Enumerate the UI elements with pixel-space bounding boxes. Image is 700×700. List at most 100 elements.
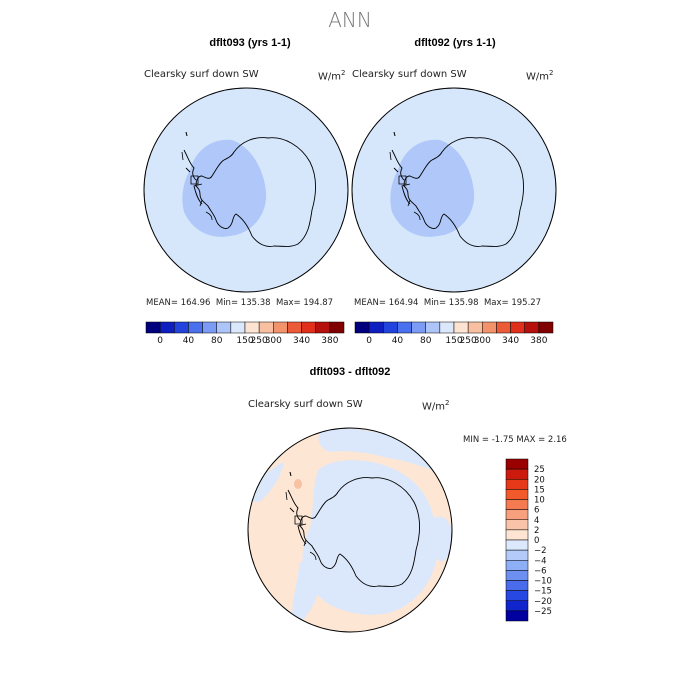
panel-2-colorbar-tick-label: 40 xyxy=(392,336,404,346)
panel-2-colorbar-swatch xyxy=(383,321,398,334)
diff-colorbar-label: −20 xyxy=(534,597,552,607)
diff-colorbar-label: 20 xyxy=(534,475,545,485)
panel-1-colorbar-swatch xyxy=(315,321,331,334)
diff-colorbar-swatch xyxy=(505,539,529,551)
panel-1-map xyxy=(143,87,349,293)
diff-colorbar-swatch xyxy=(505,580,529,591)
diff-colorbar-label: −25 xyxy=(534,607,552,617)
diff-negative-region xyxy=(302,460,438,615)
diff-map xyxy=(247,427,453,633)
panel-1-colorbar-swatch xyxy=(273,321,288,334)
panel-2-colorbar-swatch xyxy=(354,321,370,334)
diff-negative-east xyxy=(429,516,452,562)
diff-colorbar-swatch xyxy=(505,610,529,622)
panel-1-stats: MEAN= 164.96 Min= 135.38 Max= 194.87 xyxy=(146,298,334,308)
panel-2-colorbar-swatch xyxy=(510,321,525,334)
panel-1-colorbar-tick-label: 380 xyxy=(321,336,338,346)
diff-colorbar-label: −10 xyxy=(534,577,552,587)
diff-colorbar-swatch xyxy=(505,468,529,480)
panel-1-colorbar-swatch xyxy=(188,321,203,334)
panel-2-colorbar-swatch xyxy=(411,321,426,334)
panel-2-land-band xyxy=(390,139,475,237)
diff-colorbar-label: −6 xyxy=(534,566,547,576)
panel-2-colorbar-tick-label: 340 xyxy=(502,336,519,346)
panel-1-colorbar-tick-label: 0 xyxy=(157,336,163,346)
diff-colorbar-label: −15 xyxy=(534,587,552,597)
panel-2-map xyxy=(351,87,557,293)
diff-title: dflt093 - dflt092 xyxy=(309,366,391,378)
panel-2-colorbar-tick-label: 380 xyxy=(530,336,547,346)
panel-1-colorbar-swatch xyxy=(202,321,217,334)
panel-2-colorbar-tick-label: 150 xyxy=(445,336,462,346)
panel-2-colorbar-swatch xyxy=(524,321,540,334)
panel-2-colorbar-swatch xyxy=(453,321,469,334)
panel-2-variable: Clearsky surf down SW xyxy=(352,69,467,80)
panel-2-colorbar-swatch xyxy=(467,321,483,334)
diff-colorbar-swatch xyxy=(505,479,529,490)
diff-colorbar-label: −2 xyxy=(534,546,547,556)
diff-variable: Clearsky surf down SW xyxy=(248,399,363,410)
panel-2-colorbar-tick-label: 250 xyxy=(460,336,477,346)
diff-colorbar-label: 25 xyxy=(534,465,545,475)
panel-1-colorbar-swatch xyxy=(159,321,175,334)
panel-1-colorbar-swatch xyxy=(329,321,345,334)
diff-negative-southwest xyxy=(292,561,319,630)
panel-2-colorbar-swatch xyxy=(368,321,384,334)
panel-1-title: dflt093 (yrs 1-1) xyxy=(209,37,291,49)
panel-2-colorbar-swatch xyxy=(397,321,412,334)
diff-colorbar-swatch xyxy=(505,570,529,581)
diff-colorbar-swatch xyxy=(505,458,529,470)
diff-minmax: MIN = -1.75 MAX = 2.16 xyxy=(463,435,567,445)
panel-1-colorbar-swatch xyxy=(301,321,316,334)
diff-colorbar-swatch xyxy=(505,519,529,531)
panel-1-colorbar-swatch xyxy=(145,321,161,334)
panel-1-colorbar-swatch xyxy=(230,321,246,334)
panel-2-colorbar-tick-label: 300 xyxy=(474,336,491,346)
diff-colorbar-swatch xyxy=(505,560,529,571)
panel-1-colorbar-swatch xyxy=(174,321,189,334)
diff-colorbar-swatch xyxy=(505,590,529,601)
diff-colorbar-swatch xyxy=(505,489,529,500)
panel-2-colorbar-tick-label: 80 xyxy=(420,336,432,346)
panel-2-colorbar-swatch xyxy=(439,321,455,334)
panel-2-title: dflt092 (yrs 1-1) xyxy=(414,37,496,49)
panel-2-colorbar-swatch xyxy=(425,321,441,334)
panel-1-colorbar-tick-label: 300 xyxy=(265,336,282,346)
panel-2-colorbar-tick-label: 0 xyxy=(366,336,372,346)
diff-colorbar-label: −4 xyxy=(534,556,547,566)
diff-colorbar-swatch xyxy=(505,529,529,541)
panel-1-units: W/m2 xyxy=(318,69,346,83)
panel-2-colorbar-swatch xyxy=(538,321,554,334)
panel-1-colorbar-tick-label: 340 xyxy=(293,336,310,346)
diff-colorbar-swatch xyxy=(505,549,529,561)
panel-1-colorbar-tick-label: 250 xyxy=(251,336,268,346)
panel-2-units: W/m2 xyxy=(526,69,554,83)
diff-colorbar-label: 6 xyxy=(534,506,539,516)
diff-colorbar-swatch xyxy=(505,499,529,510)
diff-colorbar-label: 10 xyxy=(534,496,545,506)
panel-2-stats: MEAN= 164.94 Min= 135.98 Max= 195.27 xyxy=(354,298,542,308)
diff-colorbar-label: 15 xyxy=(534,485,545,495)
diff-colorbar-label: 4 xyxy=(534,516,539,526)
diff-colorbar-swatch xyxy=(505,509,529,520)
panel-1-colorbar-tick-label: 150 xyxy=(236,336,253,346)
diff-positive-anomaly xyxy=(294,479,302,489)
panel-1-colorbar-swatch xyxy=(287,321,302,334)
main-title: ANN xyxy=(328,8,372,32)
diff-colorbar-label: 0 xyxy=(534,536,539,546)
diff-negative-west xyxy=(248,462,284,502)
panel-1-colorbar-swatch xyxy=(258,321,274,334)
panel-2-colorbar-swatch xyxy=(496,321,511,334)
panel-1-colorbar-swatch xyxy=(216,321,232,334)
panel-1-variable: Clearsky surf down SW xyxy=(144,69,259,80)
panel-1-land-band xyxy=(182,139,267,237)
panel-2-colorbar-swatch xyxy=(482,321,497,334)
panel-1-colorbar-tick-label: 80 xyxy=(211,336,223,346)
panel-1-colorbar-swatch xyxy=(244,321,260,334)
diff-colorbar-label: 2 xyxy=(534,526,539,536)
diff-colorbar-swatch xyxy=(505,600,529,612)
diff-units: W/m2 xyxy=(422,399,450,413)
